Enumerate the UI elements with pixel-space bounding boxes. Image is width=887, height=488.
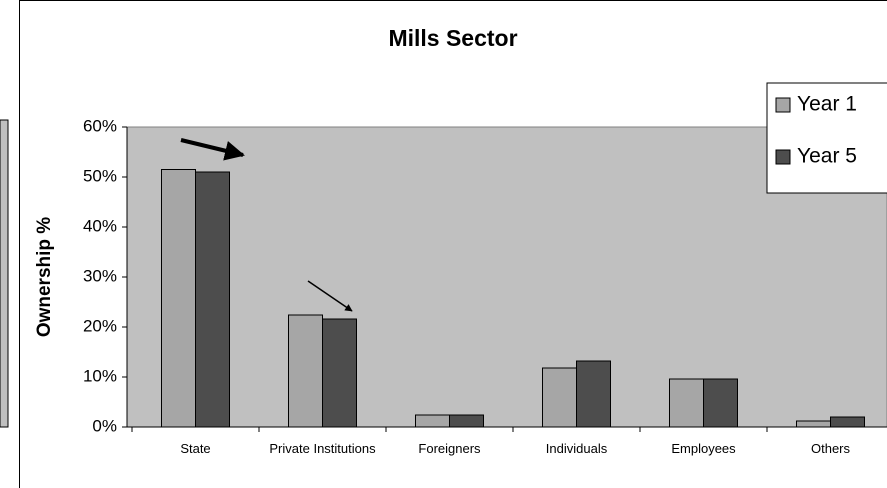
y-tick-label: 60% <box>83 116 117 135</box>
arrow <box>180 138 245 161</box>
x-tick-label: Individuals <box>545 441 608 456</box>
bar <box>703 378 738 428</box>
y-tick-label: 20% <box>83 316 117 335</box>
bar <box>449 414 484 428</box>
bar <box>669 378 704 428</box>
x-tick-label: Others <box>810 441 850 456</box>
x-tick-label: Private Institutions <box>269 441 376 456</box>
bar <box>796 420 831 428</box>
legend-swatch <box>775 97 791 113</box>
bar <box>542 367 577 428</box>
y-tick-label: 40% <box>83 216 117 235</box>
neighbor-chart-edge <box>0 119 9 428</box>
bar <box>195 171 230 428</box>
arrow <box>307 280 353 312</box>
y-tick-label: 10% <box>83 366 117 385</box>
legend-swatch <box>775 149 791 165</box>
legend-label: Year 1 <box>797 93 857 116</box>
y-tick-label: 50% <box>83 166 117 185</box>
bar <box>288 314 323 428</box>
y-tick-label: 0% <box>92 416 117 435</box>
bar <box>415 414 450 428</box>
bar <box>161 169 196 428</box>
y-axis-label: Ownership % <box>34 217 55 337</box>
x-tick-label: Foreigners <box>418 441 481 456</box>
bar <box>322 318 357 428</box>
x-tick-label: State <box>180 441 211 456</box>
plot-background <box>126 126 887 428</box>
plot-area: 0% 10% 20% 30% 40% 50% 60% <box>83 116 887 435</box>
chart-title: Mills Sector <box>388 25 517 51</box>
x-tick-label: Employees <box>671 441 736 456</box>
bar <box>830 416 865 428</box>
y-tick-label: 30% <box>83 266 117 285</box>
legend-label: Year 5 <box>797 145 857 168</box>
overlay: Year 1 Year 5 <box>180 82 887 312</box>
bar <box>576 360 611 428</box>
